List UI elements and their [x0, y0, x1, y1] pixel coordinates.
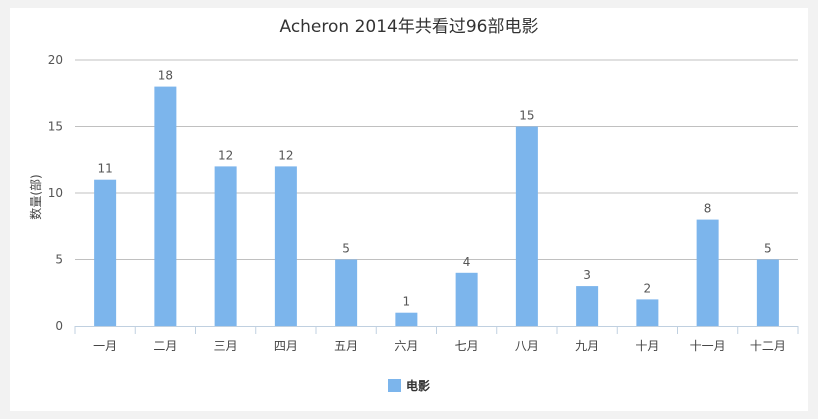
y-tick-label: 20	[48, 53, 63, 67]
chart-title: Acheron 2014年共看过96部电影	[279, 17, 538, 37]
data-label: 12	[218, 148, 233, 162]
gridlines	[75, 59, 798, 260]
bar[interactable]	[395, 312, 418, 326]
y-tick-label: 10	[48, 186, 63, 200]
x-tick-label: 五月	[334, 339, 358, 353]
x-tick-label: 七月	[455, 339, 479, 353]
x-tick-label: 八月	[515, 339, 539, 353]
data-label: 15	[519, 109, 534, 123]
data-label: 18	[158, 69, 173, 83]
x-tick-label: 十二月	[750, 339, 786, 353]
bar[interactable]	[756, 259, 779, 327]
data-labels: 11 18 12 12 5 1 4 15 3 2 8 5	[97, 69, 771, 309]
x-tick-label: 十一月	[690, 339, 726, 353]
y-axis-ticks: 0 5 10 15 20	[48, 53, 63, 333]
bar[interactable]	[335, 259, 358, 327]
data-label: 4	[463, 255, 471, 269]
x-tick-label: 二月	[153, 339, 177, 353]
data-label: 3	[583, 268, 591, 282]
y-tick-label: 0	[55, 319, 63, 333]
data-label: 5	[764, 242, 772, 256]
data-label: 8	[704, 202, 712, 216]
x-tick-label: 十月	[635, 339, 659, 353]
bar[interactable]	[274, 166, 297, 326]
x-tick-label: 一月	[93, 339, 117, 353]
data-label: 2	[644, 281, 652, 295]
legend-swatch[interactable]	[388, 379, 401, 392]
legend[interactable]: 电影	[388, 378, 430, 393]
bar[interactable]	[515, 126, 538, 327]
data-label: 12	[278, 148, 293, 162]
y-tick-label: 5	[55, 253, 63, 267]
bar[interactable]	[154, 86, 177, 326]
x-tick-label: 九月	[575, 339, 599, 353]
x-tick-label: 四月	[274, 339, 298, 353]
bar[interactable]	[214, 166, 237, 326]
bar[interactable]	[576, 286, 599, 326]
bar[interactable]	[636, 299, 659, 326]
data-label: 5	[342, 242, 350, 256]
y-tick-label: 15	[48, 120, 63, 134]
x-axis: 一月 二月 三月 四月 五月 六月 七月 八月 九月 十月 十一月 十二月	[74, 326, 799, 353]
bar[interactable]	[696, 219, 719, 326]
bar[interactable]	[94, 179, 117, 326]
chart-panel: Acheron 2014年共看过96部电影 数量(部) 0 5 10 15 20 11 1…	[10, 8, 808, 411]
x-tick-label: 三月	[214, 339, 238, 353]
bars	[94, 86, 779, 327]
y-axis-label: 数量(部)	[28, 174, 43, 219]
data-label: 11	[97, 162, 112, 176]
bar[interactable]	[455, 272, 478, 326]
x-tick-label: 六月	[394, 339, 418, 353]
legend-item-label[interactable]: 电影	[406, 378, 430, 393]
data-label: 1	[403, 295, 411, 309]
